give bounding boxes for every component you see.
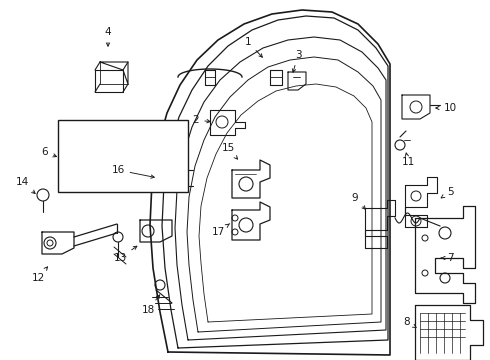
Text: 18: 18: [142, 295, 160, 315]
Text: 14: 14: [15, 177, 35, 194]
Text: 16: 16: [111, 165, 154, 178]
Text: 7: 7: [441, 253, 453, 263]
Text: 15: 15: [221, 143, 238, 159]
Text: 9: 9: [352, 193, 366, 209]
Text: 1: 1: [245, 37, 263, 57]
Text: 13: 13: [113, 246, 137, 263]
Text: 8: 8: [404, 317, 416, 328]
Text: 6: 6: [42, 147, 56, 157]
Text: 3: 3: [293, 50, 301, 72]
Text: 5: 5: [441, 187, 453, 198]
Text: 4: 4: [105, 27, 111, 46]
Text: 17: 17: [211, 224, 230, 237]
Text: 2: 2: [193, 115, 210, 125]
Text: 10: 10: [436, 103, 457, 113]
Text: 12: 12: [31, 267, 48, 283]
Bar: [58, 120, 188, 192]
Text: 11: 11: [401, 153, 415, 167]
